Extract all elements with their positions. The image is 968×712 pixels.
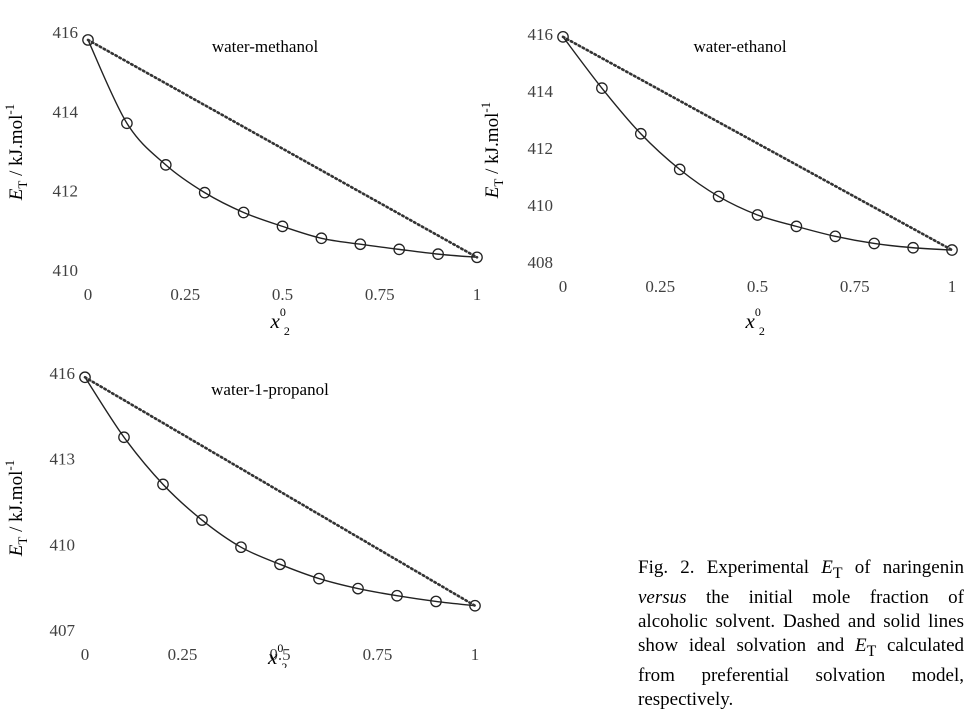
x-axis-label: x0 2 — [267, 641, 287, 668]
data-point — [354, 238, 367, 251]
ideal-solvation-line — [86, 38, 479, 259]
y-tick-label: 410 — [528, 196, 554, 215]
data-point — [596, 82, 608, 95]
y-tick-label: 416 — [53, 23, 79, 42]
y-tick-label: 408 — [528, 253, 554, 272]
y-tick-label: 410 — [53, 261, 79, 280]
data-point — [196, 514, 208, 526]
chart-water-ethanol: water-ethanol 408 410 412 414 416 0 0.25 0.5 0.75… — [478, 25, 958, 338]
data-point — [790, 220, 803, 233]
x-tick-label: 0.25 — [168, 645, 198, 664]
y-tick-label: 407 — [50, 621, 76, 640]
caption-et-subscript: T — [832, 564, 843, 582]
y-tick-label: 414 — [528, 82, 554, 101]
figure-caption: Fig. 2. Experimental ET of naringenin ve… — [638, 556, 964, 712]
data-point — [274, 558, 286, 571]
data-point — [907, 241, 919, 254]
x-tick-label: 0.5 — [269, 645, 290, 664]
data-point — [946, 244, 958, 256]
data-point — [471, 251, 483, 264]
chart-title: water-1-propanol — [211, 380, 329, 399]
x-tick-label: 1 — [473, 285, 482, 304]
data-point — [82, 34, 94, 46]
y-axis-label: ET / kJ.mol-1 — [2, 460, 30, 557]
caption-et-symbol-2: E — [855, 634, 867, 656]
data-point — [829, 230, 842, 243]
data-point — [469, 599, 481, 612]
data-point — [557, 30, 569, 43]
data-point — [315, 232, 328, 245]
caption-text-2: of naringenin — [842, 557, 964, 578]
x-tick-label: 0.5 — [272, 285, 293, 304]
x-tick-label: 0.75 — [363, 645, 393, 664]
ideal-solvation-line — [83, 375, 477, 608]
ideal-solvation-line — [561, 35, 954, 252]
y-axis-label: ET / kJ.mol-1 — [478, 102, 506, 199]
chart-title: water-ethanol — [693, 37, 786, 56]
caption-label: Fig. 2. — [638, 557, 695, 578]
caption-et-symbol: E — [821, 557, 833, 578]
y-tick-label: 413 — [50, 450, 76, 469]
data-point — [121, 117, 133, 130]
data-point — [159, 159, 172, 171]
chart-water-methanol: water-methanol 410 412 414 416 0 0.25 0.5 0.75 1 x… — [2, 23, 483, 338]
x-tick-label: 0 — [84, 285, 93, 304]
chart-water-1-propanol: water-1-propanol 407 410 413 416 0 0.25 0.5 0.75… — [2, 364, 481, 668]
data-point — [430, 595, 442, 608]
preferential-solvation-curve — [562, 36, 953, 251]
caption-et-subscript-2: T — [866, 642, 877, 660]
data-point — [673, 163, 686, 176]
x-tick-label: 0.5 — [747, 277, 768, 296]
x-tick-label: 0.25 — [645, 277, 675, 296]
data-point — [352, 582, 364, 595]
y-tick-label: 414 — [53, 102, 79, 121]
y-tick-label: 412 — [53, 182, 79, 201]
data-point — [712, 190, 725, 203]
x-tick-label: 1 — [471, 645, 480, 664]
x-tick-label: 0.75 — [840, 277, 870, 296]
data-point — [868, 237, 881, 250]
data-point — [79, 371, 91, 384]
figure: water-methanol 410 412 414 416 0 0.25 0.5 0.75 1 x… — [2, 23, 958, 668]
x-tick-label: 0 — [559, 277, 568, 296]
x-axis-label: x0 2 — [270, 305, 290, 338]
data-point — [157, 478, 169, 491]
caption-text-1: Experimental — [694, 557, 822, 578]
data-point — [432, 248, 444, 260]
x-tick-label: 0.25 — [170, 285, 200, 304]
y-tick-label: 410 — [50, 535, 76, 554]
data-point — [235, 541, 247, 554]
data-point — [313, 572, 325, 585]
data-point — [391, 589, 403, 602]
preferential-solvation-curve — [87, 39, 478, 259]
caption-text-3: the initial mole fraction of alcoholic s… — [638, 586, 964, 656]
data-point — [393, 243, 406, 256]
data-point — [237, 206, 250, 219]
chart-title: water-methanol — [212, 37, 319, 56]
data-point — [118, 431, 130, 444]
data-point — [751, 209, 764, 221]
data-point — [198, 186, 211, 199]
x-tick-label: 0.75 — [365, 285, 395, 304]
data-point — [634, 127, 647, 140]
y-tick-label: 416 — [528, 25, 554, 44]
data-point — [276, 220, 289, 233]
y-tick-label: 412 — [528, 139, 554, 158]
x-axis-label: x0 2 — [745, 305, 765, 338]
caption-versus: versus — [638, 586, 687, 608]
y-axis-label: ET / kJ.mol-1 — [2, 104, 30, 201]
preferential-solvation-curve — [84, 376, 476, 607]
y-tick-label: 416 — [50, 364, 76, 383]
x-tick-label: 1 — [948, 277, 957, 296]
x-tick-label: 0 — [81, 645, 90, 664]
